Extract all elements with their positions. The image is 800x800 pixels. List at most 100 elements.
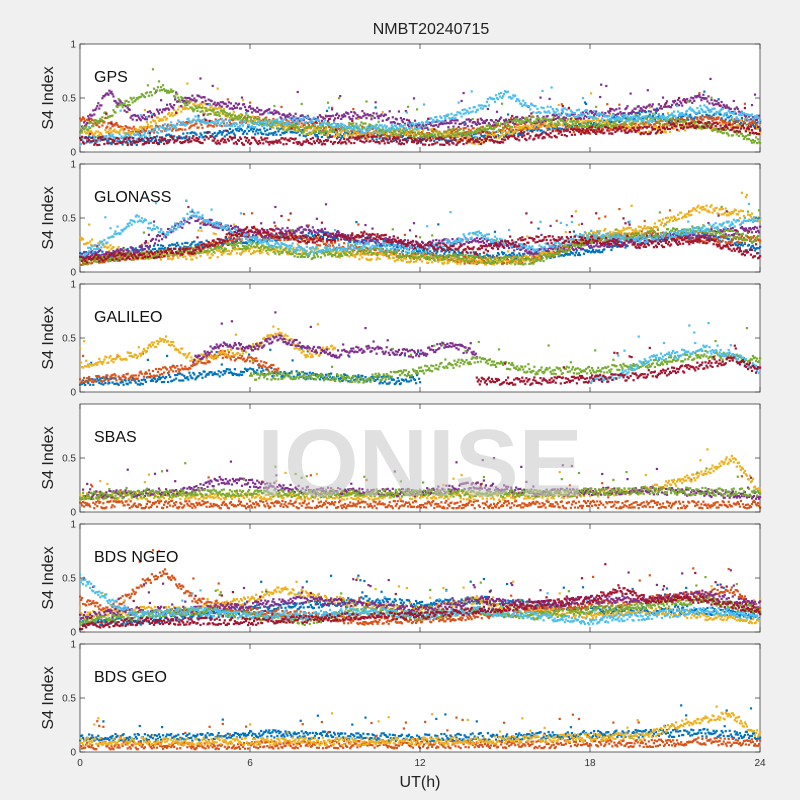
data-point [347,138,350,141]
data-point [154,122,158,125]
data-point [697,95,700,98]
data-point [464,127,467,130]
data-point [501,130,504,133]
data-point [722,128,725,131]
data-point [218,104,221,107]
data-point [143,118,146,121]
data-point [511,114,514,118]
data-point [685,122,688,125]
data-point [613,116,616,119]
data-point [93,113,96,116]
data-point [110,143,113,146]
data-point [552,125,555,128]
data-point [160,86,163,89]
data-point [208,103,211,106]
data-point [139,129,142,132]
data-point [356,138,359,141]
data-point [452,117,455,120]
data-point [678,118,681,121]
data-point [543,122,546,125]
data-point [303,129,306,132]
data-point [643,110,646,113]
data-point [355,122,358,125]
data-point [658,122,661,125]
data-point [83,121,86,124]
data-point [280,105,283,108]
data-point [434,142,437,145]
data-point [134,114,137,118]
data-point [160,119,163,122]
data-point [711,102,714,105]
data-point [493,126,497,129]
data-point [273,123,276,126]
data-point [585,130,588,133]
data-point [707,108,710,111]
data-point [693,119,696,122]
data-point [184,137,187,140]
data-point [250,120,253,123]
data-point [112,141,115,144]
data-point [714,113,717,116]
data-point [262,132,265,136]
data-point [644,121,647,124]
data-point [729,112,732,115]
data-point [243,129,247,133]
data-point [313,142,316,145]
data-point [200,240,203,244]
data-point [206,131,209,134]
data-point [245,108,248,111]
data-point [597,113,600,117]
data-point [522,132,525,135]
data-point [342,115,345,118]
data-point [671,126,674,129]
data-point [534,120,537,123]
data-point [116,124,119,127]
data-point [722,114,725,117]
data-point [399,116,402,120]
data-point [559,114,562,117]
data-point [529,135,532,138]
data-point [630,118,633,121]
data-point [154,90,158,93]
data-point [607,127,610,130]
data-point [377,120,380,123]
data-point [739,127,742,130]
data-point [153,114,157,117]
data-point [110,120,113,124]
data-point [553,114,556,117]
data-point [150,125,153,128]
data-point [171,135,174,138]
data-point [184,96,187,99]
data-point [447,126,450,129]
data-point [142,142,145,146]
data-point [203,131,206,134]
data-point [178,120,181,123]
data-point [522,99,525,102]
data-point [555,124,558,127]
data-point [287,120,290,123]
data-point [525,121,528,124]
data-point [426,119,429,123]
data-point [668,130,672,133]
data-point [257,132,260,135]
data-point [207,98,210,101]
data-point [645,105,648,108]
data-point [392,139,395,142]
data-point [484,139,487,142]
data-point [240,114,244,117]
data-point [554,111,557,114]
data-point [467,112,470,115]
data-point [535,126,538,129]
data-point [440,116,443,119]
data-point [677,98,680,102]
data-point [378,137,381,140]
data-point [485,118,488,122]
data-point [692,120,695,123]
data-point [349,134,352,137]
data-point [541,89,544,92]
data-point [285,142,288,145]
data-point [90,121,93,124]
data-point [193,97,196,100]
data-point [550,123,553,126]
data-point [168,133,171,136]
